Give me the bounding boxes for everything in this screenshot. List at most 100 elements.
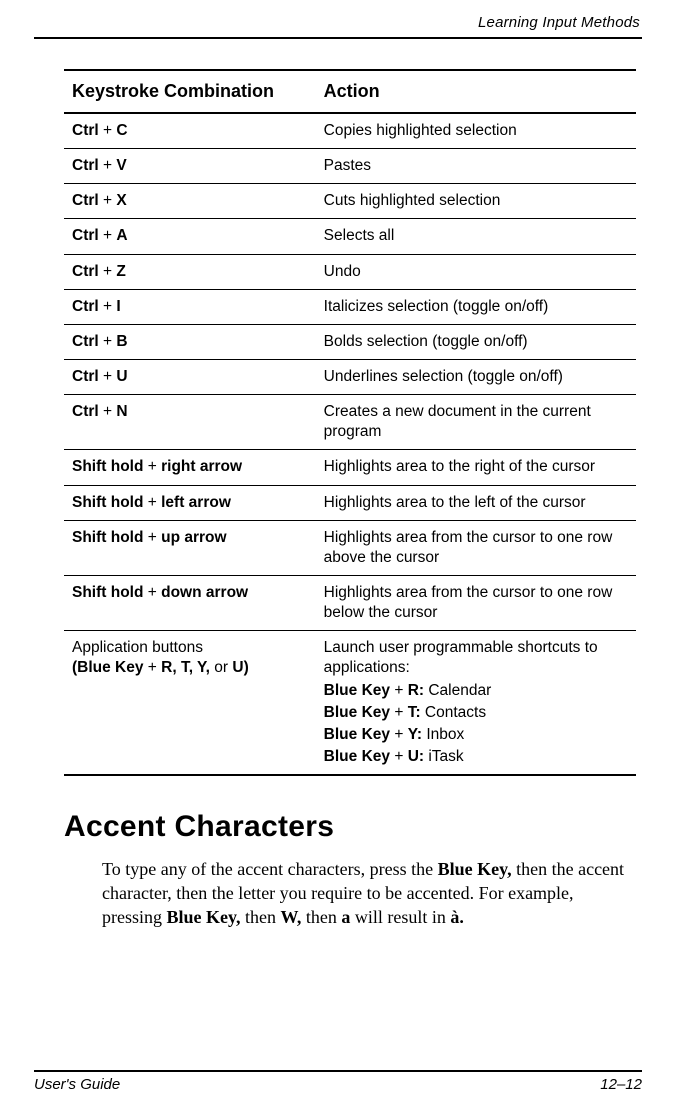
cell-action: Underlines selection (toggle on/off) bbox=[316, 359, 636, 394]
app-shortcut-line: Blue Key + Y: Inbox bbox=[324, 725, 628, 745]
para-bold: W, bbox=[281, 907, 302, 927]
key-plus: + bbox=[143, 494, 161, 511]
cell-action: Copies highlighted selection bbox=[316, 113, 636, 149]
key-part: Ctrl bbox=[72, 368, 99, 385]
cell-keystroke: Ctrl + A bbox=[64, 219, 316, 254]
app-shortcut-line: Blue Key + U: iTask bbox=[324, 747, 628, 767]
cell-keystroke: Ctrl + V bbox=[64, 149, 316, 184]
para-text: will result in bbox=[350, 907, 450, 927]
key-part: Shift hold bbox=[72, 458, 143, 475]
key-part: Ctrl bbox=[72, 122, 99, 139]
key-part: Ctrl bbox=[72, 333, 99, 350]
table-row: Ctrl + XCuts highlighted selection bbox=[64, 184, 636, 219]
key-plus: + bbox=[143, 584, 161, 601]
table-row: Shift hold + left arrowHighlights area t… bbox=[64, 485, 636, 520]
key-part: N bbox=[116, 403, 127, 420]
table-row: Shift hold + up arrowHighlights area fro… bbox=[64, 520, 636, 575]
cell-action: Undo bbox=[316, 254, 636, 289]
key-part: up arrow bbox=[161, 529, 226, 546]
para-text: then bbox=[301, 907, 341, 927]
key-plus: + bbox=[99, 333, 117, 350]
cell-action: Italicizes selection (toggle on/off) bbox=[316, 289, 636, 324]
app-keystroke-line1: Application buttons bbox=[72, 638, 308, 658]
key-part: Ctrl bbox=[72, 227, 99, 244]
key-part: Ctrl bbox=[72, 403, 99, 420]
key-part: Z bbox=[116, 263, 125, 280]
para-bold: à. bbox=[450, 907, 464, 927]
cell-action: Highlights area from the cursor to one r… bbox=[316, 575, 636, 630]
table-row: Ctrl + NCreates a new document in the cu… bbox=[64, 395, 636, 450]
para-text: To type any of the accent characters, pr… bbox=[102, 859, 438, 879]
key-plus: + bbox=[99, 122, 117, 139]
key-plus: + bbox=[99, 298, 117, 315]
cell-action: Bolds selection (toggle on/off) bbox=[316, 324, 636, 359]
table-row-app-buttons: Application buttons(Blue Key + R, T, Y, … bbox=[64, 631, 636, 775]
cell-action: Cuts highlighted selection bbox=[316, 184, 636, 219]
key-part: C bbox=[116, 122, 127, 139]
key-part: V bbox=[116, 157, 126, 174]
key-part: A bbox=[116, 227, 127, 244]
cell-keystroke: Ctrl + Z bbox=[64, 254, 316, 289]
key-part: Ctrl bbox=[72, 157, 99, 174]
table-row: Shift hold + right arrow Highlights area … bbox=[64, 450, 636, 485]
key-part: I bbox=[116, 298, 120, 315]
table-row: Ctrl + CCopies highlighted selection bbox=[64, 113, 636, 149]
key-plus: + bbox=[99, 263, 117, 280]
cell-keystroke: Ctrl + X bbox=[64, 184, 316, 219]
cell-action: Highlights area from the cursor to one r… bbox=[316, 520, 636, 575]
key-part: Ctrl bbox=[72, 192, 99, 209]
cell-keystroke: Shift hold + up arrow bbox=[64, 520, 316, 575]
key-part: right arrow bbox=[161, 458, 242, 475]
cell-keystroke: Ctrl + B bbox=[64, 324, 316, 359]
key-part: Shift hold bbox=[72, 529, 143, 546]
cell-action: Selects all bbox=[316, 219, 636, 254]
cell-keystroke: Application buttons(Blue Key + R, T, Y, … bbox=[64, 631, 316, 775]
table-row: Ctrl + VPastes bbox=[64, 149, 636, 184]
table-header-row: Keystroke Combination Action bbox=[64, 70, 636, 113]
key-part: U bbox=[116, 368, 127, 385]
footer-left: User's Guide bbox=[34, 1076, 120, 1093]
cell-keystroke: Shift hold + down arrow bbox=[64, 575, 316, 630]
table-row: Ctrl + ASelects all bbox=[64, 219, 636, 254]
key-part: Ctrl bbox=[72, 263, 99, 280]
key-plus: + bbox=[99, 368, 117, 385]
app-shortcut-line: Blue Key + R: Calendar bbox=[324, 681, 628, 701]
cell-keystroke: Ctrl + U bbox=[64, 359, 316, 394]
header-action: Action bbox=[316, 70, 636, 113]
header-keystroke: Keystroke Combination bbox=[64, 70, 316, 113]
content-area: Keystroke Combination Action Ctrl + CCop… bbox=[34, 69, 642, 929]
cell-keystroke: Ctrl + C bbox=[64, 113, 316, 149]
app-keystroke-line2: (Blue Key + R, T, Y, or U) bbox=[72, 658, 308, 678]
para-text: then bbox=[241, 907, 281, 927]
key-plus: + bbox=[143, 529, 161, 546]
key-part: B bbox=[116, 333, 127, 350]
bottom-rule bbox=[34, 1070, 642, 1072]
para-bold: Blue Key, bbox=[167, 907, 241, 927]
cell-keystroke: Ctrl + I bbox=[64, 289, 316, 324]
table-row: Shift hold + down arrowHighlights area f… bbox=[64, 575, 636, 630]
section-heading-accent-characters: Accent Characters bbox=[64, 810, 636, 844]
para-bold: Blue Key, bbox=[438, 859, 512, 879]
accent-paragraph: To type any of the accent characters, pr… bbox=[102, 858, 636, 929]
key-plus: + bbox=[99, 157, 117, 174]
cell-action: Creates a new document in the current pr… bbox=[316, 395, 636, 450]
app-action-intro: Launch user programmable shortcuts to ap… bbox=[324, 638, 628, 678]
cell-action: Highlights area to the right of the curs… bbox=[316, 450, 636, 485]
cell-action: Highlights area to the left of the curso… bbox=[316, 485, 636, 520]
footer: User's Guide 12–12 bbox=[34, 1070, 642, 1093]
key-plus: + bbox=[99, 227, 117, 244]
key-plus: + bbox=[99, 192, 117, 209]
key-part: left arrow bbox=[161, 494, 231, 511]
cell-keystroke: Shift hold + left arrow bbox=[64, 485, 316, 520]
cell-keystroke: Ctrl + N bbox=[64, 395, 316, 450]
key-part: Shift hold bbox=[72, 584, 143, 601]
keystroke-table: Keystroke Combination Action Ctrl + CCop… bbox=[64, 69, 636, 776]
key-plus: + bbox=[99, 403, 117, 420]
app-shortcut-line: Blue Key + T: Contacts bbox=[324, 703, 628, 723]
running-head: Learning Input Methods bbox=[34, 14, 642, 35]
key-plus: + bbox=[143, 458, 161, 475]
table-row: Ctrl + UUnderlines selection (toggle on/… bbox=[64, 359, 636, 394]
footer-right: 12–12 bbox=[600, 1076, 642, 1093]
key-part: Shift hold bbox=[72, 494, 143, 511]
footer-row: User's Guide 12–12 bbox=[34, 1076, 642, 1093]
